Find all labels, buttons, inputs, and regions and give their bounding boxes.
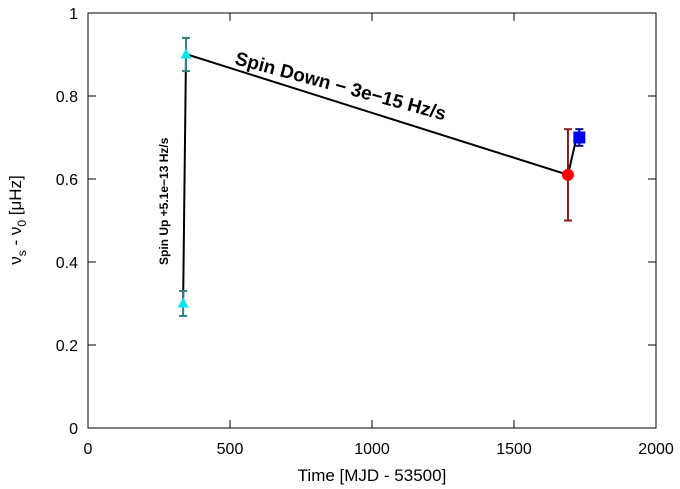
y-axis-title-nu-s: ν: [6, 256, 25, 265]
data-layer: [177, 36, 586, 317]
x-tick-label: 0: [84, 441, 93, 458]
y-tick-label: 0.2: [56, 338, 78, 355]
x-tick-label: 500: [217, 441, 244, 458]
data-point: [177, 297, 189, 308]
x-tick-label: 2000: [638, 441, 674, 458]
y-tick-label: 1: [69, 6, 78, 23]
annotation-spin-up: Spin Up +5.1e−13 Hz/s: [157, 137, 171, 265]
x-axis-title: Time [MJD - 53500]: [298, 466, 447, 485]
axis-ticks: 0 500 1000 1500 2000 0 0.2 0.4 0.6 0.8 1: [56, 6, 674, 458]
y-axis-title-sub-s: s: [15, 250, 29, 256]
y-tick-label: 0: [69, 421, 78, 438]
data-point: [180, 48, 192, 59]
annotation-spin-down: Spin Down − 3e−15 Hz/s: [233, 49, 449, 126]
x-tick-label: 1500: [496, 441, 532, 458]
data-point: [573, 131, 586, 144]
y-axis-title-dash: -: [6, 235, 25, 250]
y-tick-label: 0.4: [56, 255, 78, 272]
y-tick-label: 0.8: [56, 89, 78, 106]
data-point: [561, 168, 574, 181]
y-axis-title-nu-0: ν: [6, 227, 25, 236]
x-tick-label: 1000: [354, 441, 390, 458]
y-axis-title-sub-0: 0: [15, 220, 29, 227]
y-axis-title-unit: [μHz]: [6, 175, 25, 220]
y-tick-label: 0.6: [56, 172, 78, 189]
y-axis-title: νs - ν0 [μHz]: [6, 175, 29, 265]
